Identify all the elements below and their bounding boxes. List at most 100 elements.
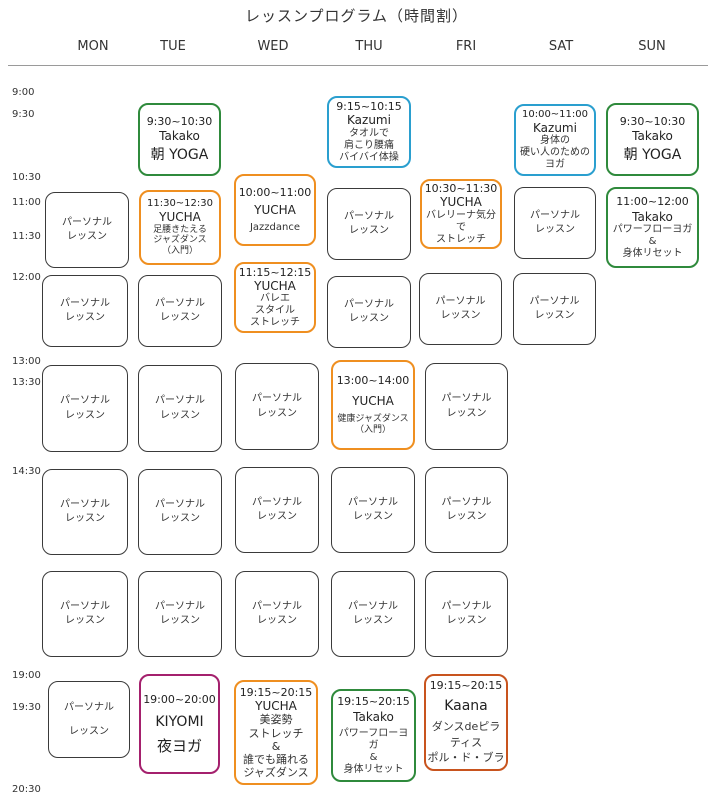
day-header-sun: SUN [638,39,666,54]
personal-lesson-mon-evening[interactable]: パーソナル レッスン [48,681,130,758]
lesson-wed-yucha-jazzdance[interactable]: 10:00~11:00 YUCHA Jazzdance [234,174,316,246]
lesson-title: 夜ヨガ [156,736,202,755]
personal-lesson-fri-5[interactable]: パーソナル レッスン [425,571,508,657]
lesson-tue-takako-morning-yoga[interactable]: 9:30~10:30 Takako 朝 YOGA [138,103,221,176]
personal-lesson-fri-4[interactable]: パーソナル レッスン [425,467,508,553]
personal-lesson-fri-2[interactable]: パーソナル レッスン [419,273,502,345]
personal-lesson-label: パーソナル レッスン [155,498,205,525]
lesson-thu-kazumi-towel[interactable]: 9:15~10:15 Kazumi タオルで 肩こり腰痛 バイバイ体操 [327,96,411,168]
lesson-wed-yucha-posture-jazz[interactable]: 19:15~20:15 YUCHA 美姿勢 ストレッチ & 誰でも踊れる ジャズ… [234,680,318,785]
personal-lesson-tue-5[interactable]: パーソナル レッスン [138,571,222,657]
personal-lesson-thu-2[interactable]: パーソナル レッスン [327,276,411,348]
lesson-thu-yucha-health-jazz[interactable]: 13:00~14:00 YUCHA 健康ジャズダンス （入門） [331,360,415,450]
lesson-title: 朝 YOGA [150,146,209,163]
personal-lesson-mon-4[interactable]: パーソナル レッスン [42,469,128,555]
personal-lesson-label: パーソナル レッスン [348,496,398,523]
lesson-title: バレリーナ気分で ストレッチ [426,209,496,245]
personal-lesson-tue-2[interactable]: パーソナル レッスン [138,275,222,347]
personal-lesson-label: パーソナル レッスン [60,498,110,525]
lesson-instructor: Takako [159,128,200,143]
lesson-fri-kaana-dance-pilates[interactable]: 19:15~20:15 Kaana ダンスdeピラティス ポル・ド・ブラ [424,674,508,771]
personal-lesson-label: パーソナル レッスン [441,496,492,523]
lesson-instructor: Takako [632,209,673,224]
lesson-sun-takako-powerflow[interactable]: 11:00~12:00 Takako パワーフローヨガ & 身体リセット [606,187,699,268]
lesson-fri-yucha-ballerina[interactable]: 10:30~11:30 YUCHA バレリーナ気分で ストレッチ [420,179,502,249]
lesson-time: 11:30~12:30 [146,198,213,210]
day-header-wed: WED [257,39,289,54]
lesson-time: 11:15~12:15 [238,265,312,279]
personal-lesson-tue-4[interactable]: パーソナル レッスン [138,469,222,555]
personal-lesson-tue-3[interactable]: パーソナル レッスン [138,365,222,452]
lesson-title: 身体の 硬い人のための ヨガ [520,135,590,171]
personal-lesson-thu-5[interactable]: パーソナル レッスン [331,571,415,657]
personal-lesson-thu-4[interactable]: パーソナル レッスン [331,467,415,553]
time-label: 20:30 [12,784,41,795]
header-divider [8,65,708,66]
personal-lesson-mon-5[interactable]: パーソナル レッスン [42,571,128,657]
lesson-instructor: Takako [632,128,673,143]
personal-lesson-label: パーソナル レッスン [441,393,492,419]
personal-lesson-label: パーソナル レッスン [60,297,110,324]
personal-lesson-label: パーソナル レッスン [530,209,580,236]
personal-lesson-wed-4[interactable]: パーソナル レッスン [235,467,319,553]
time-label: 9:30 [12,109,35,120]
day-header-tue: TUE [160,39,186,54]
personal-lesson-sat-2[interactable]: パーソナル レッスン [513,273,596,345]
lesson-title: 朝 YOGA [623,146,682,163]
time-label: 11:30 [12,231,41,242]
personal-lesson-thu-1[interactable]: パーソナル レッスン [327,188,411,260]
personal-lesson-mon-3[interactable]: パーソナル レッスン [42,365,128,452]
lesson-title: パワーフローヨガ & 身体リセット [612,224,693,260]
lesson-time: 9:30~10:30 [619,115,686,129]
personal-lesson-label: パーソナル レッスン [62,216,112,243]
lesson-instructor: Kazumi [533,120,577,135]
lesson-instructor: Kazumi [347,113,391,128]
personal-lesson-label: パーソナル レッスン [529,295,580,322]
lesson-wed-yucha-ballet-stretch[interactable]: 11:15~12:15 YUCHA バレエ スタイル ストレッチ [234,262,316,333]
lesson-title: バレエ スタイル ストレッチ [250,293,300,329]
personal-lesson-fri-3[interactable]: パーソナル レッスン [425,363,508,450]
lesson-time: 11:00~12:00 [616,194,689,208]
lesson-title: パワーフローヨガ & 身体リセット [338,728,409,776]
personal-lesson-mon-2[interactable]: パーソナル レッスン [42,275,128,347]
day-header-fri: FRI [455,39,477,54]
personal-lesson-label: パーソナル レッスン [252,393,302,419]
personal-lesson-wed-3[interactable]: パーソナル レッスン [235,363,319,450]
personal-lesson-wed-5[interactable]: パーソナル レッスン [235,571,319,657]
time-label: 14:30 [12,466,41,477]
lesson-title: 健康ジャズダンス （入門） [337,413,409,435]
lesson-instructor: YUCHA [159,210,201,225]
lesson-instructor: YUCHA [254,203,296,218]
personal-lesson-sat-1[interactable]: パーソナル レッスン [514,187,596,259]
lesson-time: 10:00~11:00 [238,186,312,200]
lesson-instructor: Kaana [444,697,488,714]
lesson-time: 19:00~20:00 [143,693,216,706]
lesson-title: 美姿勢 ストレッチ & 誰でも踊れる ジャズダンス [243,713,309,780]
lesson-thu-takako-powerflow[interactable]: 19:15~20:15 Takako パワーフローヨガ & 身体リセット [331,689,416,782]
time-label: 11:00 [12,197,41,208]
lesson-time: 19:15~20:15 [239,685,313,699]
lesson-time: 19:15~20:15 [337,694,410,708]
personal-lesson-label: パーソナル レッスン [441,600,492,627]
lesson-sat-kazumi-yoga[interactable]: 10:00~11:00 Kazumi 身体の 硬い人のための ヨガ [514,104,596,176]
personal-lesson-label: パーソナル レッスン [60,395,110,421]
page-title: レッスンプログラム（時間割） [244,7,469,25]
day-header-mon: MON [77,39,109,54]
lesson-sun-takako-morning-yoga[interactable]: 9:30~10:30 Takako 朝 YOGA [606,103,699,176]
lesson-title: 足腰きたえる ジャズダンス （入門） [153,224,207,257]
lesson-tue-kiyomi-night-yoga[interactable]: 19:00~20:00 KIYOMI 夜ヨガ [139,674,220,774]
time-label: 13:00 [12,356,41,367]
lesson-title: Jazzdance [249,221,301,233]
personal-lesson-label: パーソナル レッスン [64,701,114,737]
lesson-instructor: YUCHA [440,195,482,210]
personal-lesson-label: パーソナル レッスン [252,600,302,627]
lesson-tue-yucha-jazz-intro[interactable]: 11:30~12:30 YUCHA 足腰きたえる ジャズダンス （入門） [139,190,221,265]
lesson-instructor: KIYOMI [155,714,204,731]
personal-lesson-label: パーソナル レッスン [348,600,398,627]
lesson-time: 13:00~14:00 [336,374,410,388]
lesson-time: 19:15~20:15 [429,678,503,692]
time-label: 19:30 [12,702,41,713]
time-label: 19:00 [12,670,41,681]
personal-lesson-mon-1[interactable]: パーソナル レッスン [45,192,129,268]
personal-lesson-label: パーソナル レッスン [252,496,302,523]
